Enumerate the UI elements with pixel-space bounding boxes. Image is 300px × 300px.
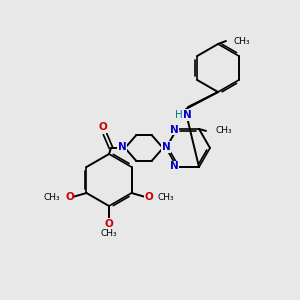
Text: H: H <box>175 110 183 120</box>
Text: N: N <box>169 125 178 135</box>
Text: CH₃: CH₃ <box>44 194 61 202</box>
Text: N: N <box>162 142 170 152</box>
Text: CH₃: CH₃ <box>101 229 117 238</box>
Text: N: N <box>118 142 126 152</box>
Text: N: N <box>169 161 178 171</box>
Text: O: O <box>65 192 74 202</box>
Text: CH₃: CH₃ <box>234 37 250 46</box>
Text: CH₃: CH₃ <box>215 126 232 135</box>
Text: N: N <box>183 110 191 120</box>
Text: O: O <box>99 122 107 132</box>
Text: CH₃: CH₃ <box>158 194 174 202</box>
Text: O: O <box>105 219 113 229</box>
Text: O: O <box>144 192 153 202</box>
